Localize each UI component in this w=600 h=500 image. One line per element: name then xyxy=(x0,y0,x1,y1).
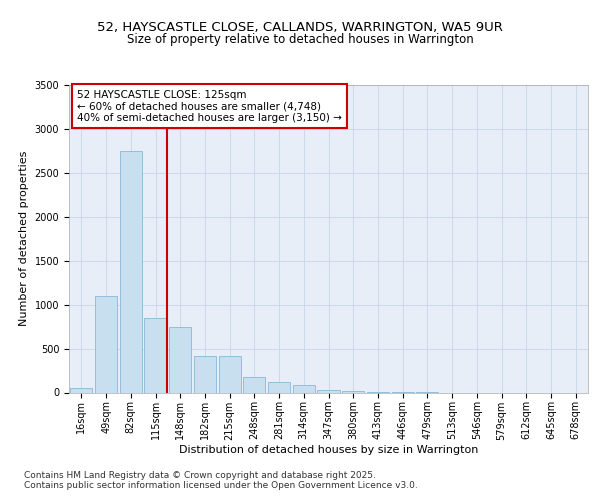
Bar xyxy=(169,326,191,392)
Y-axis label: Number of detached properties: Number of detached properties xyxy=(19,151,29,326)
Text: Size of property relative to detached houses in Warrington: Size of property relative to detached ho… xyxy=(127,32,473,46)
Bar xyxy=(194,356,216,393)
Bar xyxy=(70,388,92,392)
X-axis label: Distribution of detached houses by size in Warrington: Distribution of detached houses by size … xyxy=(179,445,478,455)
Text: 52 HAYSCASTLE CLOSE: 125sqm
← 60% of detached houses are smaller (4,748)
40% of : 52 HAYSCASTLE CLOSE: 125sqm ← 60% of det… xyxy=(77,90,341,123)
Bar xyxy=(95,296,117,392)
Text: Contains HM Land Registry data © Crown copyright and database right 2025.: Contains HM Land Registry data © Crown c… xyxy=(24,472,376,480)
Bar xyxy=(145,318,167,392)
Text: 52, HAYSCASTLE CLOSE, CALLANDS, WARRINGTON, WA5 9UR: 52, HAYSCASTLE CLOSE, CALLANDS, WARRINGT… xyxy=(97,21,503,34)
Bar xyxy=(342,391,364,392)
Bar xyxy=(268,382,290,392)
Text: Contains public sector information licensed under the Open Government Licence v3: Contains public sector information licen… xyxy=(24,482,418,490)
Bar xyxy=(317,390,340,392)
Bar xyxy=(243,377,265,392)
Bar xyxy=(293,386,315,392)
Bar xyxy=(119,151,142,392)
Bar xyxy=(218,356,241,393)
